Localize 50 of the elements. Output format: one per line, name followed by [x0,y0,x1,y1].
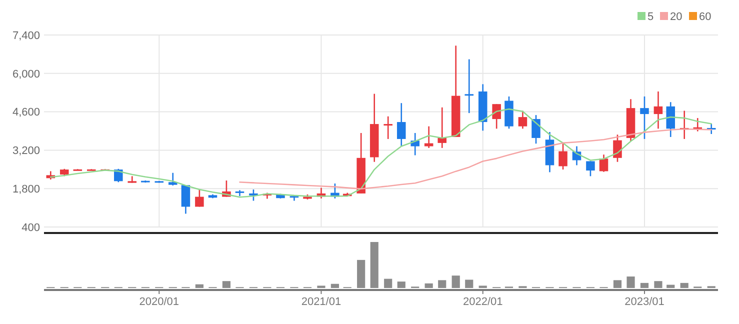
bar [397,282,406,288]
x-tick-label: 2022/01 [462,296,503,308]
candlestick [181,184,190,214]
legend-label: 60 [699,11,712,23]
candlestick [532,114,540,144]
bar [452,276,460,288]
candlestick [613,134,622,163]
y-tick-label: 6,000 [12,68,40,80]
x-tick-label: 2020/01 [139,296,180,308]
candlestick [424,126,434,149]
candlestick [396,102,406,147]
bar [666,284,675,288]
x-tick-label: 2021/01 [301,296,342,308]
x-tick-label: 2023/01 [624,296,664,308]
candlestick [558,142,568,170]
y-tick-label: 4,600 [12,106,40,119]
y-tick-label: 7,400 [12,30,40,42]
candlestick [249,188,258,202]
bar [438,280,446,288]
bar [370,242,378,288]
bar [613,280,622,288]
candlestick [586,160,595,177]
bar [195,284,204,288]
legend-label: 20 [670,11,682,23]
bar [626,276,635,288]
candlestick [654,90,663,130]
candlestick [464,58,474,114]
bar [384,278,392,288]
candlestick [599,154,608,173]
bar [640,282,649,288]
candlestick [438,106,446,149]
bar [222,281,230,288]
bar [680,282,688,288]
legend-label: 5 [648,11,654,23]
bar [465,280,474,288]
candlestick [666,101,675,138]
y-tick-label: 3,200 [12,145,40,158]
candlestick [195,188,204,208]
y-tick-label: 1,800 [12,183,40,196]
candlestick [518,110,528,130]
candlestick [492,103,501,130]
candlestick [384,116,392,140]
candlestick [114,168,123,183]
candlestick [168,172,178,186]
bar [654,281,662,288]
y-tick-label: 400 [22,222,40,234]
bar [357,260,366,288]
bar [330,284,339,288]
candlestick [640,96,649,140]
bar [424,283,433,288]
